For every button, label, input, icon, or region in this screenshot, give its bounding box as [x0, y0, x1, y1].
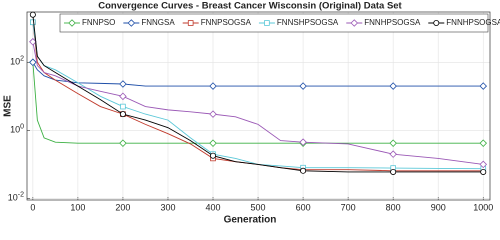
marker: [209, 139, 217, 147]
x-tick-label: 0: [30, 202, 35, 212]
marker: [119, 139, 127, 147]
marker: [300, 167, 307, 174]
marker: [30, 19, 36, 26]
marker: [264, 20, 270, 26]
marker: [350, 19, 359, 27]
plot-frame: [26, 11, 491, 201]
marker: [29, 11, 36, 18]
chart-title: Convergence Curves - Breast Cancer Wisco…: [98, 1, 402, 12]
x-tick-label: 600: [296, 202, 311, 212]
legend-label: FNNHPSOGSA: [364, 18, 421, 27]
x-tick-label: 200: [115, 202, 130, 212]
marker: [479, 160, 488, 169]
marker: [119, 111, 126, 118]
line: [32, 41, 484, 165]
marker: [119, 92, 127, 101]
marker: [127, 19, 136, 27]
marker: [187, 20, 194, 26]
x-axis-label: Generation: [224, 215, 277, 226]
marker: [299, 138, 307, 146]
x-tick-label: 1000: [473, 202, 493, 212]
marker: [480, 168, 487, 175]
marker: [68, 19, 76, 27]
y-tick-label: 102: [10, 55, 24, 67]
marker: [209, 110, 217, 118]
marker: [389, 150, 397, 158]
x-tick-label: 400: [205, 202, 220, 212]
x-tick-label: 300: [160, 202, 175, 212]
legend-label: FNNSHPSOGSA: [277, 18, 339, 27]
legend-label: FNNGSA: [141, 18, 175, 27]
legend-label: FNNHPSOGSA-ARS-PI: [446, 18, 500, 27]
x-tick-label: 800: [386, 202, 401, 212]
x-tick-label: 100: [70, 202, 85, 212]
line: [32, 14, 484, 173]
marker: [389, 139, 397, 147]
legend-label: FNNPSOGSA: [201, 18, 252, 27]
marker: [390, 168, 397, 175]
y-axis-label: MSE: [3, 95, 14, 117]
line: [32, 22, 484, 170]
marker: [210, 152, 217, 159]
marker: [389, 82, 397, 90]
legend-label: FNNPSO: [82, 18, 115, 27]
marker: [479, 82, 488, 90]
line: [32, 22, 484, 172]
x-tick-label: 900: [431, 202, 446, 212]
x-tick-label: 700: [341, 202, 356, 212]
marker: [120, 103, 126, 110]
marker: [29, 38, 37, 46]
x-tick-label: 500: [251, 202, 266, 212]
y-tick-label: 10-2: [8, 191, 24, 203]
marker: [433, 19, 440, 26]
marker: [29, 58, 37, 67]
y-tick-label: 100: [10, 123, 24, 135]
line: [32, 62, 484, 144]
marker: [209, 82, 217, 90]
marker: [119, 80, 127, 88]
marker: [299, 82, 307, 90]
marker: [479, 139, 488, 147]
chart: Convergence Curves - Breast Cancer Wisco…: [3, 1, 500, 226]
